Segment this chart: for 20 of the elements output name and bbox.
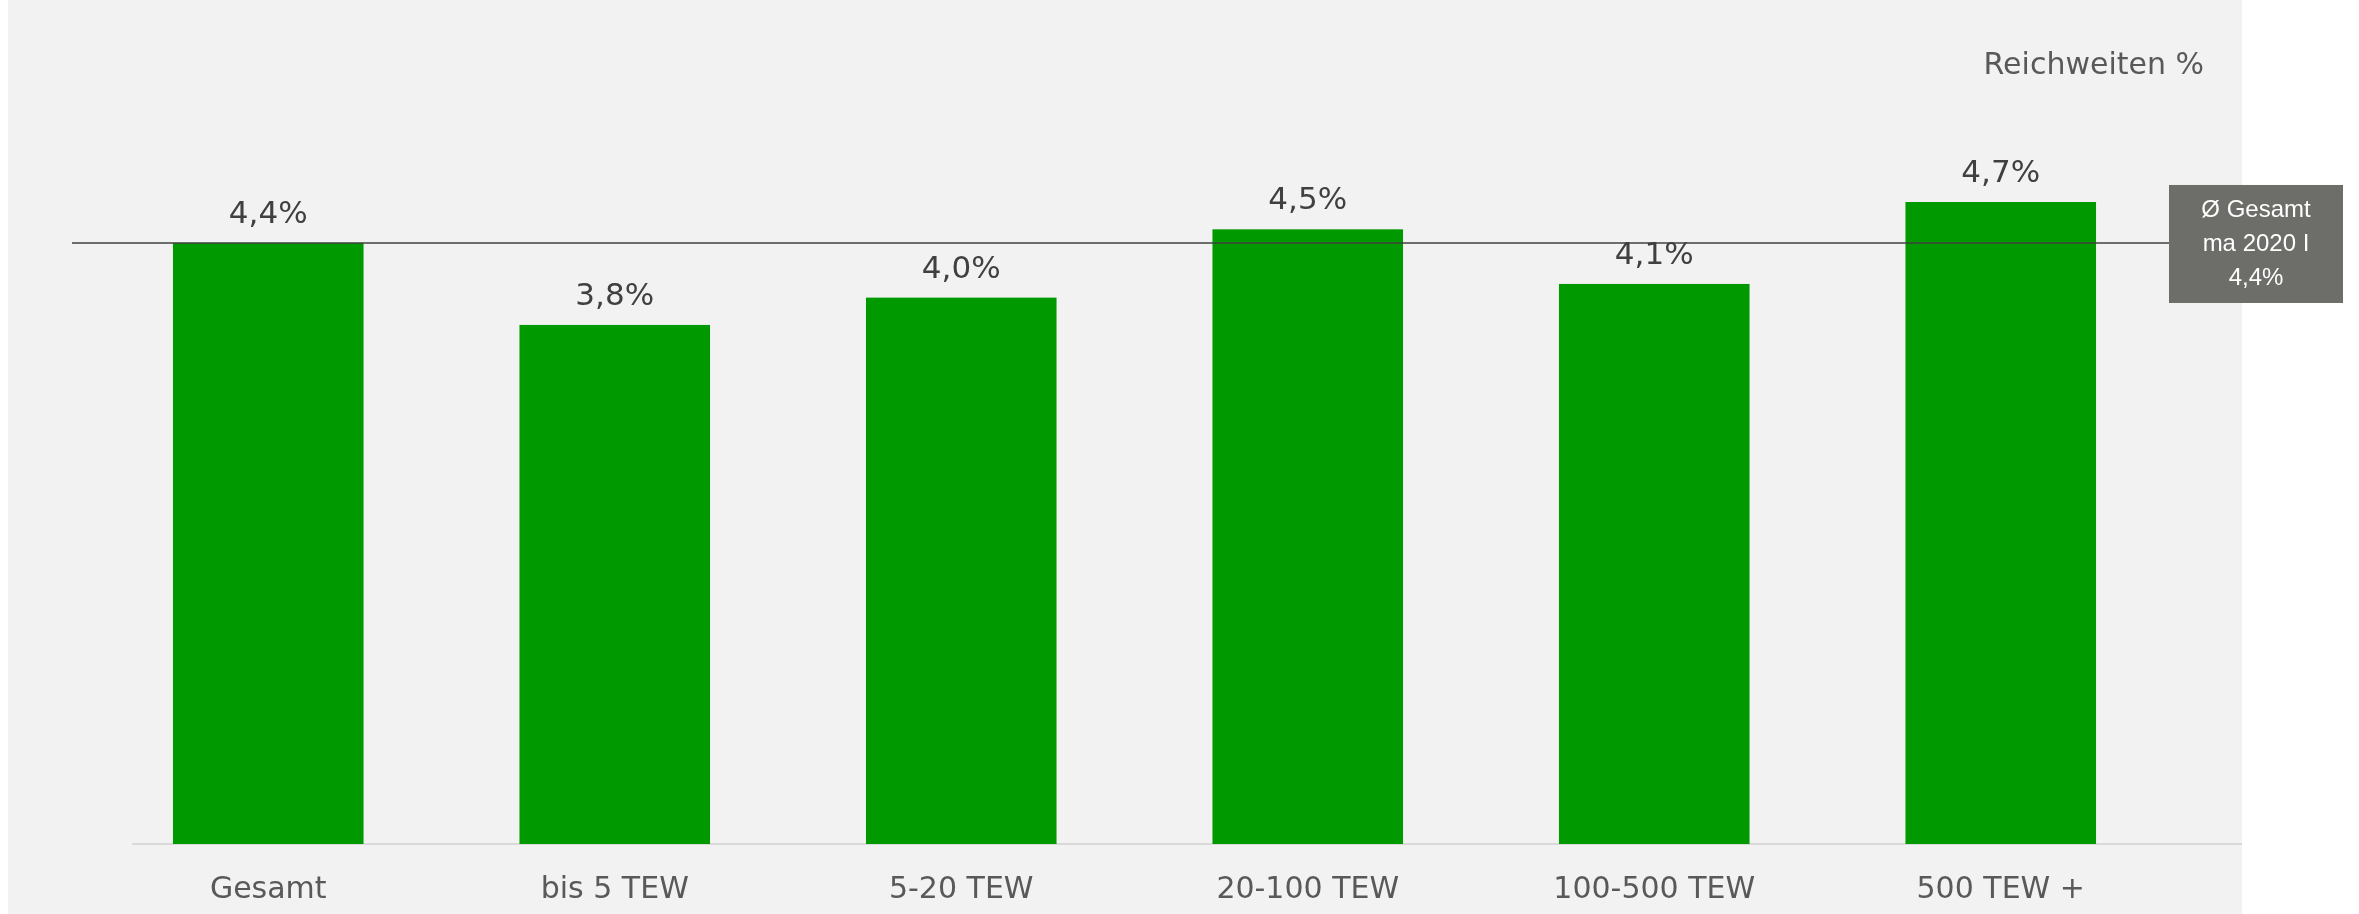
x-tick-label: 5-20 TEW	[888, 870, 1034, 905]
x-tick-label: bis 5 TEW	[540, 870, 689, 905]
bar	[172, 242, 364, 844]
x-tick-label: Gesamt	[209, 870, 327, 905]
bar	[865, 297, 1057, 844]
x-tick-label: 100-500 TEW	[1553, 870, 1756, 905]
ref-line-label: Ø Gesamt ma 2020 I 4,4%	[2201, 194, 2312, 290]
data-label: 4,0%	[921, 248, 1001, 285]
chart-title: Reichweiten %	[1983, 46, 2204, 81]
x-tick-label: 500 TEW +	[1916, 870, 2085, 905]
data-label: 4,1%	[1614, 234, 1694, 271]
data-label: 4,7%	[1961, 153, 2041, 189]
bar	[1558, 283, 1750, 844]
x-tick-label: 20-100 TEW	[1216, 870, 1400, 905]
data-label: 4,5%	[1268, 180, 1348, 217]
data-label: 4,4%	[228, 193, 308, 230]
data-label: 3,8%	[575, 275, 655, 312]
bar	[519, 324, 711, 844]
bar	[1905, 202, 2097, 844]
bar	[1212, 229, 1404, 844]
